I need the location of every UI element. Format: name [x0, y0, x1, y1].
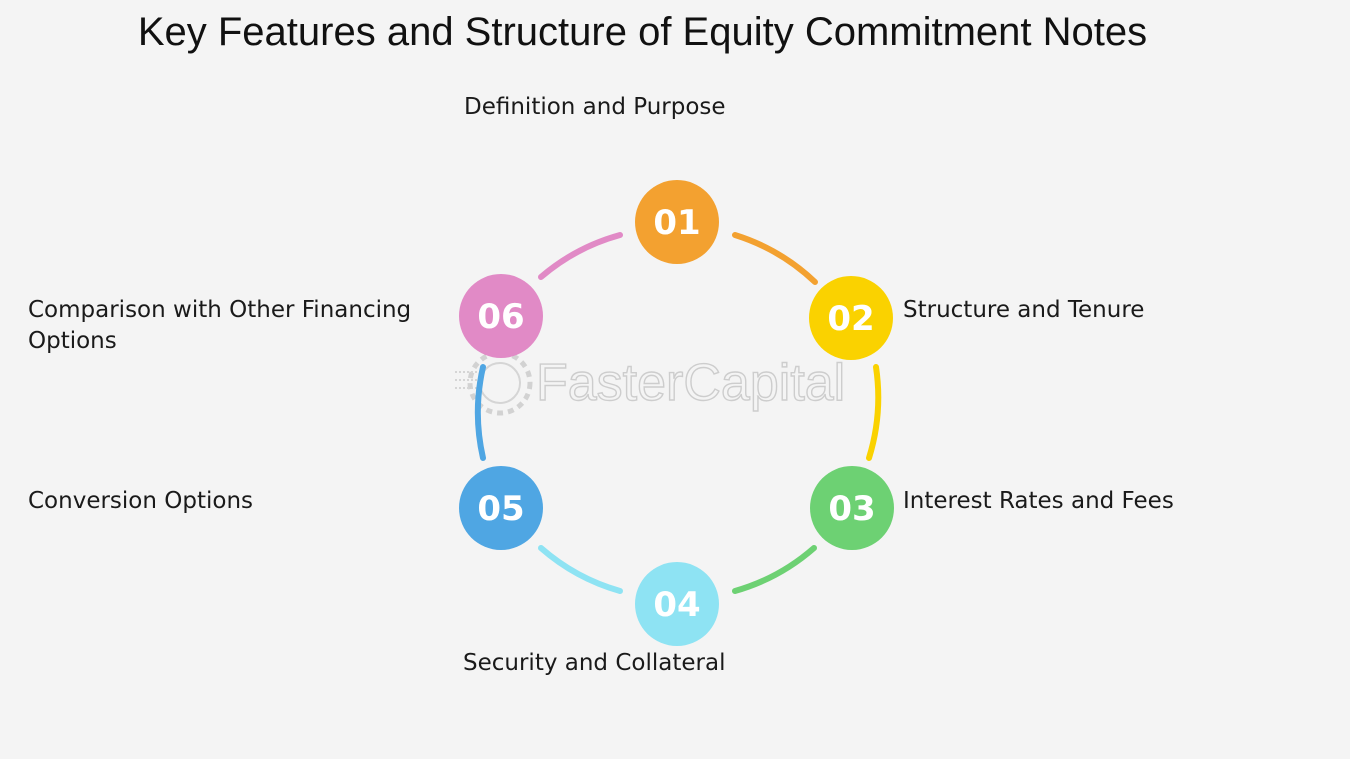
- connector-04-05: [538, 545, 623, 594]
- connector-01-02: [732, 232, 818, 285]
- step-01: 01: [635, 180, 719, 264]
- connector-05-06: [474, 364, 486, 461]
- step-label-definition: Definition and Purpose: [464, 94, 726, 120]
- step-label-conversion: Conversion Options: [28, 488, 254, 514]
- step-number: 01: [653, 203, 700, 243]
- step-label-comparison: Comparison with Other Financing Options: [28, 297, 412, 354]
- page-title: Key Features and Structure of Equity Com…: [137, 10, 1148, 54]
- step-label-security: Security and Collateral: [463, 650, 726, 676]
- watermark: FasterCapital: [455, 350, 846, 416]
- watermark-text: FasterCapital: [536, 354, 845, 412]
- step-number: 02: [827, 299, 874, 339]
- step-06: 06: [459, 274, 543, 358]
- step-04: 04: [635, 562, 719, 646]
- step-label-structure: Structure and Tenure: [903, 297, 1145, 323]
- step-number: 03: [828, 489, 875, 529]
- step-02: 02: [809, 276, 893, 360]
- connector-03-04: [732, 545, 817, 594]
- step-number: 05: [477, 489, 524, 529]
- connector-02-03: [866, 364, 882, 461]
- gear-icon: [455, 350, 533, 416]
- step-label-interest: Interest Rates and Fees: [903, 488, 1174, 514]
- connector-06-01: [538, 232, 623, 280]
- step-05: 05: [459, 466, 543, 550]
- step-number: 06: [477, 297, 524, 337]
- step-03: 03: [810, 466, 894, 550]
- step-number: 04: [653, 585, 700, 625]
